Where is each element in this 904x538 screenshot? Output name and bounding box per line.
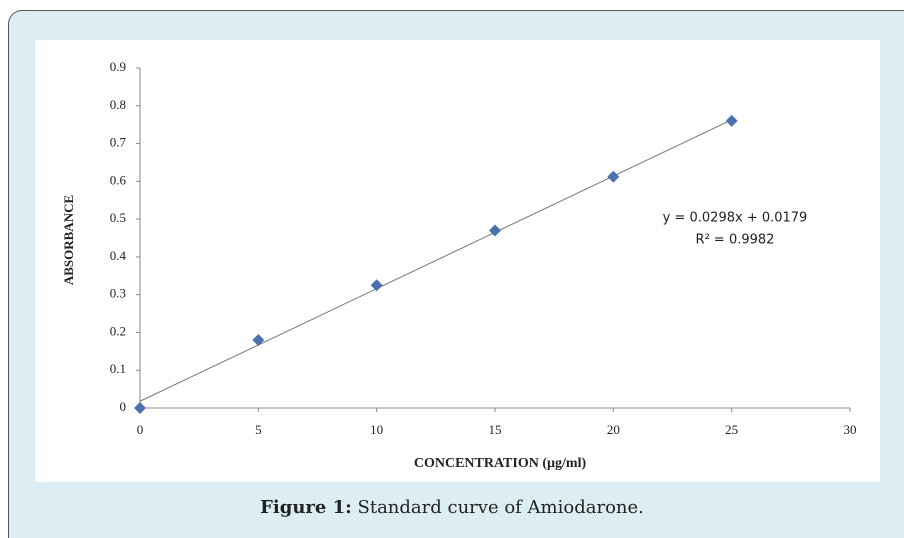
x-axis-label: CONCENTRATION (µg/ml) bbox=[414, 456, 587, 471]
data-point bbox=[489, 224, 501, 237]
data-point bbox=[725, 114, 738, 127]
data-point bbox=[134, 402, 146, 414]
caption: Figure 1: Standard curve of Amiodarone. bbox=[0, 497, 904, 518]
data-point bbox=[370, 279, 383, 292]
chart-panel bbox=[35, 40, 880, 482]
x-tick-label: 30 bbox=[844, 422, 857, 437]
x-tick-label: 20 bbox=[607, 422, 620, 437]
caption-text: Standard curve of Amiodarone. bbox=[357, 497, 644, 518]
trendline-r2: R² = 0.9982 bbox=[696, 233, 775, 248]
x-tick-label: 10 bbox=[370, 422, 383, 437]
y-tick-label: 0.5 bbox=[110, 210, 126, 225]
data-point bbox=[607, 170, 620, 183]
y-tick-label: 0.8 bbox=[110, 97, 126, 112]
data-point bbox=[252, 334, 265, 346]
caption-label: Figure 1: bbox=[260, 497, 352, 518]
y-tick-label: 0 bbox=[120, 399, 127, 414]
x-tick-label: 0 bbox=[137, 422, 144, 437]
x-tick-label: 25 bbox=[725, 422, 738, 437]
x-tick-label: 15 bbox=[489, 422, 502, 437]
y-tick-label: 0.3 bbox=[110, 286, 126, 301]
y-tick-label: 0.1 bbox=[110, 361, 126, 376]
y-tick-label: 0.9 bbox=[110, 59, 126, 74]
y-axis-label: ABSORBANCE bbox=[61, 195, 76, 285]
trendline bbox=[139, 119, 732, 402]
y-tick-label: 0.7 bbox=[110, 135, 127, 150]
trendline-equation: y = 0.0298x + 0.0179 bbox=[663, 211, 808, 226]
y-tick-label: 0.6 bbox=[110, 172, 127, 187]
y-tick-label: 0.4 bbox=[110, 248, 127, 263]
x-tick-label: 5 bbox=[255, 422, 262, 437]
y-tick-label: 0.2 bbox=[110, 323, 126, 338]
